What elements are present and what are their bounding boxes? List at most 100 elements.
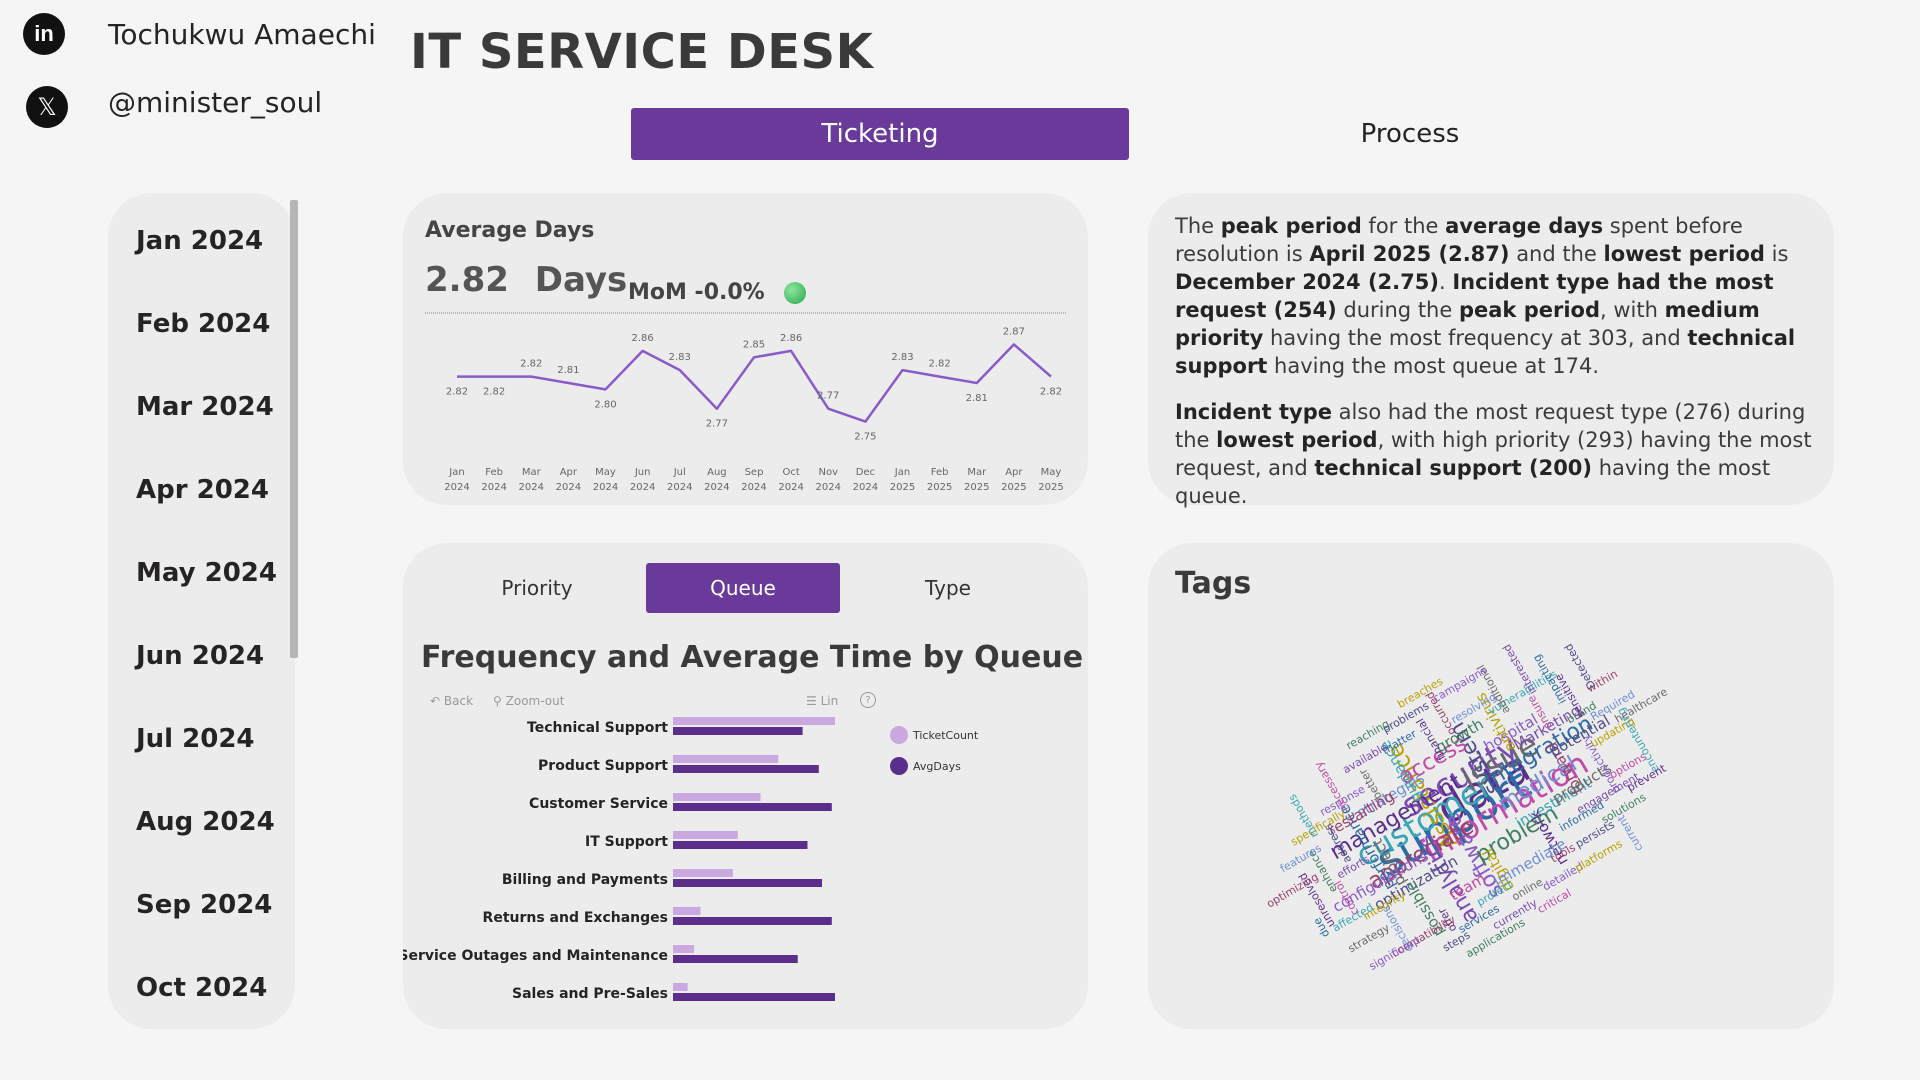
back-label: Back	[443, 694, 474, 708]
avgdays-bar[interactable]	[673, 727, 803, 735]
back-button[interactable]: ↶ Back	[430, 694, 473, 708]
insight-segment: and the	[1509, 242, 1604, 266]
zoom-out-button[interactable]: ⚲ Zoom-out	[493, 694, 564, 708]
x-tick-label-month: Mar	[967, 467, 987, 478]
line-data-label: 2.86	[780, 333, 802, 344]
tab-ticketing[interactable]: Ticketing	[631, 108, 1129, 160]
linkedin-icon[interactable]: in	[23, 13, 65, 55]
queue-category-label: Billing and Payments	[502, 872, 668, 888]
x-tick-label-year: 2024	[593, 482, 618, 493]
ticketcount-bar[interactable]	[673, 869, 733, 877]
date-slicer-item[interactable]: Apr 2024	[136, 475, 269, 505]
x-tick-label-year: 2025	[964, 482, 989, 493]
segment-queue[interactable]: Queue	[646, 563, 840, 613]
x-tick-label-year: 2024	[778, 482, 803, 493]
x-tick-label-year: 2024	[853, 482, 878, 493]
insight-segment: peak period	[1220, 214, 1362, 238]
date-slicer-item[interactable]: May 2024	[136, 558, 277, 588]
x-tick-label-month: Feb	[485, 467, 503, 478]
x-tick-label-year: 2024	[741, 482, 766, 493]
segment-priority[interactable]: Priority	[501, 576, 573, 600]
x-tick-label-year: 2025	[1038, 482, 1063, 493]
x-tick-label-month: Mar	[522, 467, 542, 478]
legend-ticketcount-marker	[890, 726, 908, 744]
x-tick-label-month: Sep	[745, 467, 764, 478]
x-tick-label-month: Aug	[707, 467, 727, 478]
avgdays-bar[interactable]	[673, 803, 832, 811]
line-data-label: 2.83	[669, 352, 691, 363]
frequency-chart-title: Frequency and Average Time by Queue	[421, 640, 1084, 675]
date-slicer-item[interactable]: Aug 2024	[136, 807, 275, 837]
date-slicer-item[interactable]: Oct 2024	[136, 973, 268, 1003]
mom-status-indicator	[784, 282, 806, 304]
insight-segment: average days	[1445, 214, 1604, 238]
avgdays-bar[interactable]	[673, 841, 808, 849]
queue-category-label: Customer Service	[529, 796, 668, 812]
date-slicer-item[interactable]: Jul 2024	[136, 724, 255, 754]
x-tick-label-month: Jan	[448, 467, 464, 478]
average-days-line-chart: 2.82 Jan 2024 2.82 Feb 2024 2.82 Mar 2024 2.81 Apr…	[425, 312, 1067, 493]
x-tick-label-month: May	[595, 467, 616, 478]
average-days-number: 2.82	[425, 260, 509, 300]
back-icon: ↶	[430, 694, 441, 708]
insight-segment: Incident type had the most request (254)	[1175, 270, 1774, 322]
insight-segment: , with high priority (293) having the mo…	[1175, 428, 1812, 480]
avgdays-bar[interactable]	[673, 917, 832, 925]
zoom-out-label: Zoom-out	[505, 694, 565, 708]
ticketcount-bar[interactable]	[673, 717, 835, 725]
avgdays-bar[interactable]	[673, 765, 819, 773]
zoom-out-icon: ⚲	[493, 694, 502, 708]
insight-segment: technical support (200)	[1314, 456, 1593, 480]
ticketcount-bar[interactable]	[673, 793, 761, 801]
scale-toggle-button[interactable]: ☰ Lin	[806, 694, 838, 708]
line-data-label: 2.77	[706, 419, 728, 430]
x-tick-label-month: Apr	[560, 467, 578, 478]
ticketcount-bar[interactable]	[673, 983, 688, 991]
line-data-label: 2.83	[891, 352, 913, 363]
ticketcount-bar[interactable]	[673, 755, 779, 763]
queue-category-label: Technical Support	[527, 720, 668, 736]
word-cloud-group: datasupportsecurityinformationcustomeris…	[1264, 641, 1670, 973]
line-data-label: 2.82	[928, 359, 950, 370]
insight-segment: spent before resolution is	[1175, 214, 1743, 266]
insight-segment: The	[1175, 214, 1221, 238]
avgdays-bar[interactable]	[673, 879, 822, 887]
date-slicer-card	[108, 193, 295, 1029]
legend-ticketcount-label: TicketCount	[912, 729, 979, 742]
date-slicer-item[interactable]: Jan 2024	[136, 226, 264, 256]
x-tick-label-month: Apr	[1005, 467, 1023, 478]
insight-segment: lowest period	[1216, 428, 1378, 452]
ticketcount-bar[interactable]	[673, 945, 695, 953]
insight-segment: peak period	[1458, 298, 1600, 322]
insight-segment: lowest period	[1603, 242, 1765, 266]
x-tick-label-month: Oct	[782, 467, 799, 478]
avgdays-bar[interactable]	[673, 955, 798, 963]
x-tick-label-year: 2024	[481, 482, 506, 493]
insight-segment: having the most frequency at 303, and	[1263, 326, 1688, 350]
date-slicer-item[interactable]: Sep 2024	[136, 890, 273, 920]
frequency-card	[403, 543, 1088, 1029]
x-twitter-icon[interactable]: 𝕏	[26, 86, 68, 128]
help-icon: ?	[865, 694, 871, 706]
insight-segment: for the	[1361, 214, 1446, 238]
date-slicer-scrollbar[interactable]	[290, 200, 298, 658]
tags-card	[1148, 543, 1834, 1029]
tag-word[interactable]: critical	[1535, 886, 1573, 916]
date-slicer-item[interactable]: Jun 2024	[136, 641, 265, 671]
help-button[interactable]: ?	[860, 692, 876, 708]
x-tick-label-year: 2024	[630, 482, 655, 493]
avgdays-bar[interactable]	[673, 993, 835, 1001]
line-data-label: 2.82	[1040, 387, 1062, 398]
x-tick-label-month: Nov	[818, 467, 838, 478]
legend-avgdays-marker	[890, 757, 908, 775]
x-tick-label-month: Dec	[856, 467, 875, 478]
date-slicer-item[interactable]: Mar 2024	[136, 392, 274, 422]
ticketcount-bar[interactable]	[673, 907, 701, 915]
tab-process[interactable]: Process	[1360, 119, 1460, 149]
average-days-series-line	[457, 343, 1052, 423]
segment-type[interactable]: Type	[925, 576, 971, 600]
ticketcount-bar[interactable]	[673, 831, 738, 839]
insight-segment: , with	[1599, 298, 1665, 322]
insight-segment: medium priority	[1175, 298, 1760, 350]
date-slicer-item[interactable]: Feb 2024	[136, 309, 271, 339]
